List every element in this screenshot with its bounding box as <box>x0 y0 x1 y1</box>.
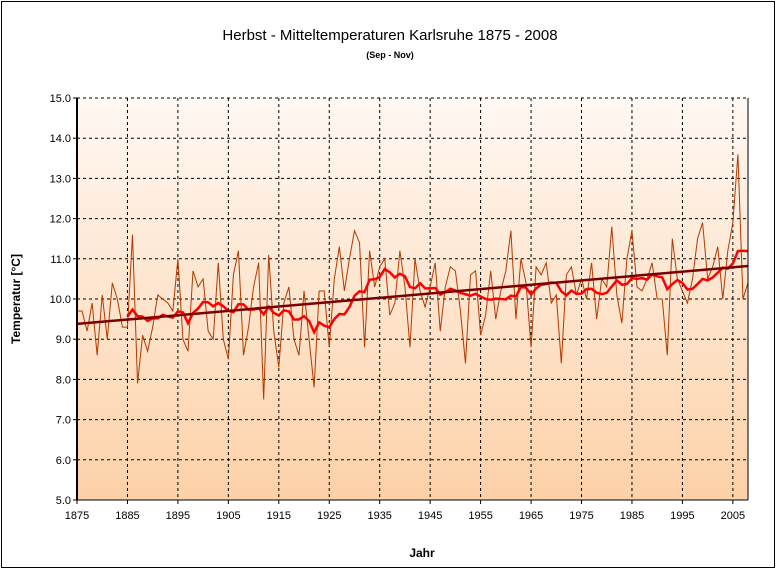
y-tick-label: 13.0 <box>50 173 71 185</box>
x-tick-label: 1995 <box>670 510 694 522</box>
x-axis-label: Jahr <box>409 546 435 560</box>
y-tick-label: 5.0 <box>56 495 71 507</box>
y-tick-label: 14.0 <box>50 133 71 145</box>
x-tick-label: 1875 <box>65 510 89 522</box>
x-tick-label: 1975 <box>569 510 593 522</box>
x-tick-label: 2005 <box>721 510 745 522</box>
x-tick-label: 1905 <box>216 510 240 522</box>
y-tick-label: 6.0 <box>56 455 71 467</box>
y-tick-label: 11.0 <box>50 254 71 266</box>
chart-title: Herbst - Mitteltemperaturen Karlsruhe 18… <box>222 27 557 44</box>
y-tick-label: 15.0 <box>50 93 71 105</box>
x-tick-label: 1965 <box>519 510 543 522</box>
y-tick-label: 10.0 <box>50 294 71 306</box>
x-tick-label: 1885 <box>115 510 139 522</box>
y-tick-label: 12.0 <box>50 214 71 226</box>
x-tick-label: 1895 <box>166 510 190 522</box>
trend-line <box>76 264 749 326</box>
y-tick-label: 9.0 <box>56 334 71 346</box>
x-tick-label: 1985 <box>620 510 644 522</box>
x-tick-label: 1955 <box>468 510 492 522</box>
y-tick-label: 8.0 <box>56 374 71 386</box>
x-tick-label: 1925 <box>317 510 341 522</box>
y-axis-label: Temperatur [°C] <box>9 254 23 344</box>
y-tick-label: 7.0 <box>56 415 71 427</box>
x-tick-label: 1915 <box>267 510 291 522</box>
x-tick-label: 1945 <box>418 510 442 522</box>
chart-subtitle: (Sep - Nov) <box>366 50 414 60</box>
x-tick-label: 1935 <box>367 510 391 522</box>
